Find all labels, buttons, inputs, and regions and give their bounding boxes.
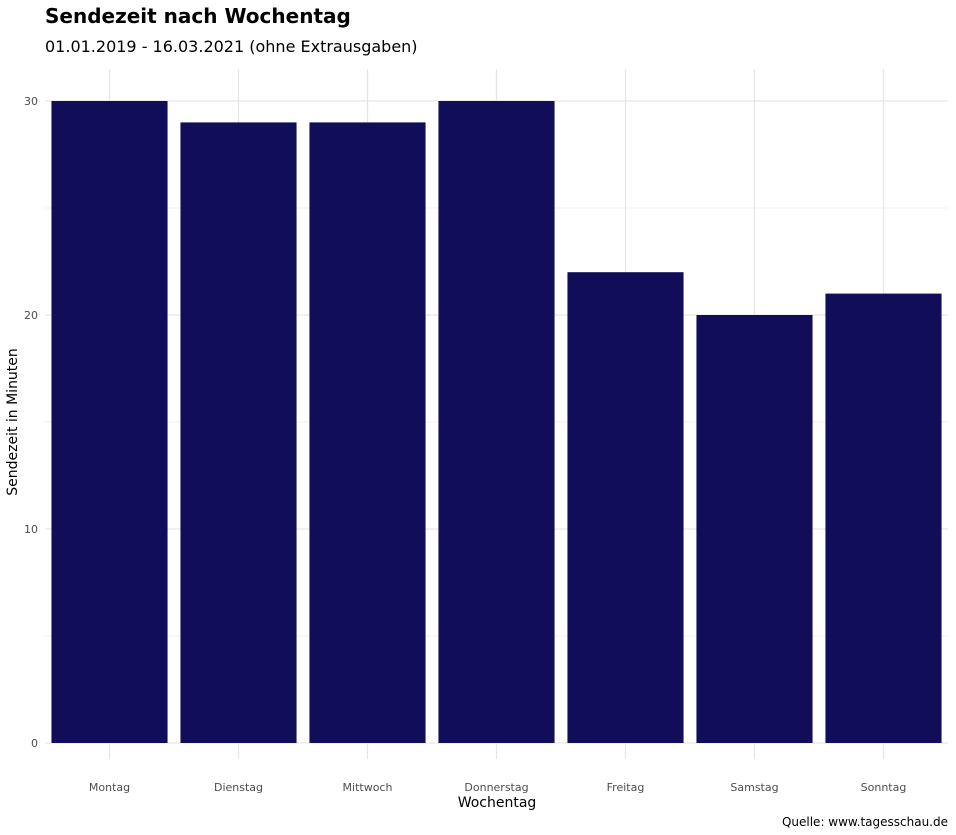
bars [51,101,942,743]
chart-title: Sendezeit nach Wochentag [45,4,351,28]
tick-labels: 0 10 20 30 Montag Dienstag Mittwoch Donnerstag F… [24,95,906,794]
x-tick-label-sonntag: Sonntag [861,781,907,794]
x-tick-label-montag: Montag [89,781,130,794]
chart-subtitle: 01.01.2019 - 16.03.2021 (ohne Extrausgab… [45,37,418,56]
bar-samstag [696,315,813,743]
x-tick-label-donnerstag: Donnerstag [464,781,528,794]
bar-montag [51,101,168,743]
x-tick-label-dienstag: Dienstag [214,781,263,794]
x-tick-label-samstag: Samstag [730,781,778,794]
y-tick-label: 10 [24,523,38,536]
x-tick-label-mittwoch: Mittwoch [343,781,393,794]
bar-donnerstag [438,101,555,743]
x-axis-title: Wochentag [458,795,537,811]
source-caption: Quelle: www.tagesschau.de [782,815,948,829]
bar-mittwoch [309,122,426,743]
bar-dienstag [180,122,297,743]
bar-sonntag [825,293,942,743]
bar-freitag [567,272,684,743]
y-tick-label: 20 [24,309,38,322]
y-tick-label: 0 [31,737,38,750]
x-tick-label-freitag: Freitag [607,781,645,794]
y-tick-label: 30 [24,95,38,108]
y-axis-title: Sendezeit in Minuten [5,348,21,496]
